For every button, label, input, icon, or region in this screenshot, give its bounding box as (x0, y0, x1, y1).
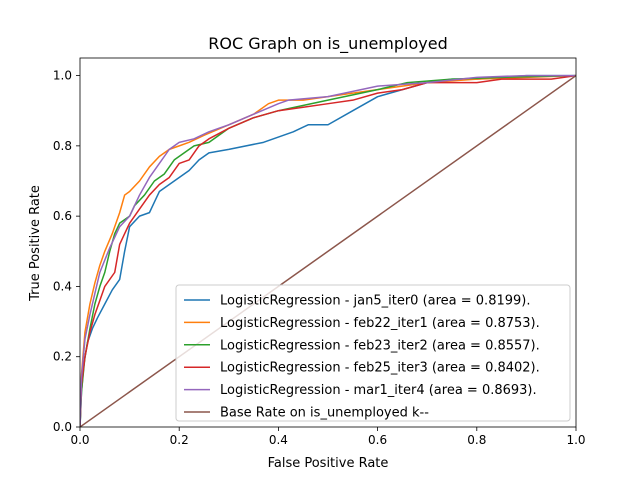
x-tick-label: 0.6 (368, 433, 387, 447)
series-line-4 (80, 74, 576, 427)
x-tick-label: 1.0 (566, 433, 585, 447)
axes: 0.0 0.2 0.4 0.6 0.8 1.0 0.0 0.2 0.4 0.6 0.8 1.0 (53, 57, 586, 447)
x-tick-label: 0.0 (70, 433, 89, 447)
y-tick-label: 0.4 (53, 279, 72, 293)
legend-label-1: LogisticRegression - feb22_iter1 (area =… (220, 316, 540, 331)
legend-box (175, 284, 571, 422)
y-tick-label: 0.8 (53, 139, 72, 153)
legend: LogisticRegression - jan5_iter0 (area = … (175, 284, 571, 422)
y-axis-label: True Positive Rate (28, 185, 43, 302)
x-tick-label: 0.8 (467, 433, 486, 447)
series-line-3 (80, 74, 576, 427)
x-tick-label: 0.4 (269, 433, 288, 447)
legend-label-2: LogisticRegression - feb23_iter2 (area =… (220, 338, 540, 353)
plot-area (80, 74, 576, 427)
axes-frame (79, 57, 577, 428)
x-tick-label: 0.2 (170, 433, 189, 447)
legend-label-0: LogisticRegression - jan5_iter0 (area = … (220, 294, 530, 309)
series-line-2 (80, 74, 576, 427)
series-line-5 (80, 74, 576, 427)
x-axis-label: False Positive Rate (268, 456, 389, 471)
legend-label-3: LogisticRegression - feb25_iter3 (area =… (220, 361, 540, 376)
y-tick-label: 0.6 (53, 209, 72, 223)
y-tick-label: 1.0 (53, 69, 72, 83)
legend-label-5: Base Rate on is_unemployed k-- (220, 406, 429, 421)
chart-title: ROC Graph on is_unemployed (208, 34, 448, 54)
y-tick-label: 0.2 (53, 350, 72, 364)
y-tick-label: 0.0 (53, 420, 72, 434)
legend-label-4: LogisticRegression - mar1_iter4 (area = … (220, 383, 537, 398)
series-line-0 (80, 74, 576, 427)
